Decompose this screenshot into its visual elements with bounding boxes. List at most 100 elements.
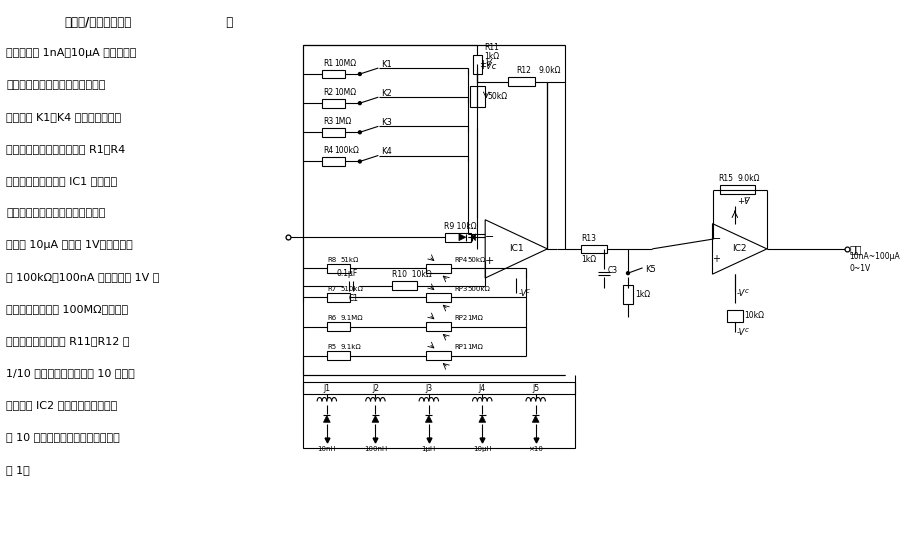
Bar [322,99,345,108]
Text: R2: R2 [323,88,333,97]
Text: R13: R13 [582,234,596,243]
Bar [473,55,482,74]
Polygon shape [372,416,379,422]
Text: +Vᴄ: +Vᴄ [479,62,496,71]
Text: 输出: 输出 [850,244,862,254]
Bar [322,128,345,137]
Text: 转换。响应频率随反馈电阵 R1～R4: 转换。响应频率随反馈电阵 R1～R4 [6,144,126,154]
Text: R11: R11 [484,44,499,52]
Bar [446,233,470,242]
Text: 1/10 分压器，把电压放大 10 倍。输: 1/10 分压器，把电压放大 10 倍。输 [6,368,135,378]
Text: 10MΩ: 10MΩ [334,88,357,97]
Text: 1MΩ: 1MΩ [334,117,352,126]
Text: R15: R15 [718,174,733,184]
Text: +V: +V [737,197,749,206]
Bar [322,157,345,166]
Bar [392,281,417,290]
Bar [426,322,451,331]
Text: J2: J2 [371,384,379,393]
Text: IC2: IC2 [732,244,747,253]
Text: 0.1μF: 0.1μF [336,269,358,278]
Text: +: + [485,256,494,266]
Text: 加前置放大器，并根据电流值用继: 加前置放大器，并根据电流值用继 [6,80,106,90]
Polygon shape [533,416,539,422]
Text: 9.0kΩ: 9.0kΩ [538,66,561,75]
Text: K3: K3 [381,118,392,127]
Bar [582,244,607,253]
Text: 压，反馈电阵应为 100MΩ。电路中: 压，反馈电阵应为 100MΩ。电路中 [6,304,129,314]
Text: ×10: ×10 [528,446,543,452]
Text: 9.0kΩ: 9.0kΩ [737,174,760,184]
Polygon shape [459,234,466,240]
Text: J3: J3 [425,384,432,393]
Circle shape [359,73,361,75]
Text: 而变。输入电流加在 IC1 的负输入: 而变。输入电流加在 IC1 的负输入 [6,176,118,186]
Text: 1MΩ: 1MΩ [467,344,484,350]
Text: R7: R7 [328,286,337,292]
Text: K4: K4 [381,147,392,156]
Text: 9.1kΩ: 9.1kΩ [341,344,361,350]
Bar [426,293,451,302]
Text: IC1: IC1 [509,244,524,253]
Text: R4: R4 [323,146,333,155]
Text: 为 100kΩ，100nA 电流转换为 1V 电: 为 100kΩ，100nA 电流转换为 1V 电 [6,272,159,282]
Text: 为 1。: 为 1。 [6,465,30,474]
Text: c: c [526,287,530,294]
Bar [327,264,350,273]
Bar [327,352,350,360]
Text: 51kΩ: 51kΩ [341,257,359,263]
Text: 微电流/电压转换电路: 微电流/电压转换电路 [64,16,131,28]
Bar [322,70,345,78]
Text: 10kΩ: 10kΩ [745,311,765,320]
Text: RP2: RP2 [454,315,467,321]
Text: 100kΩ: 100kΩ [334,146,360,155]
Text: c: c [745,196,748,202]
Text: 50kΩ: 50kΩ [487,92,507,101]
Circle shape [359,160,361,163]
Text: −: − [485,232,494,242]
Text: J1: J1 [323,384,331,393]
Text: 端，通过反馈电阵把电流转换为电: 端，通过反馈电阵把电流转换为电 [6,208,106,218]
Text: 100nH: 100nH [364,446,387,452]
Bar [327,293,350,302]
Text: 9.1MΩ: 9.1MΩ [341,315,363,321]
Text: C1: C1 [348,294,358,302]
Text: RP1: RP1 [454,344,467,350]
Text: 1kΩ: 1kΩ [484,52,499,61]
Circle shape [359,102,361,104]
Bar [426,264,451,273]
Bar [327,322,350,331]
Text: 1MΩ: 1MΩ [467,315,484,321]
Bar [623,285,633,304]
Text: 10MΩ: 10MΩ [334,59,357,68]
Text: 对: 对 [215,16,234,28]
Polygon shape [479,416,486,422]
Bar [728,310,743,322]
Bar [507,78,535,86]
Text: J4: J4 [478,384,486,393]
Circle shape [359,131,361,134]
Text: R10  10kΩ: R10 10kΩ [392,271,431,280]
Text: R12: R12 [516,66,531,75]
Text: 电器触点 K1－K4 对电流量程进行: 电器触点 K1－K4 对电流量程进行 [6,112,121,122]
Text: RP4: RP4 [454,257,467,263]
Text: 大 10 倍，但运用时尽量使放大倍数: 大 10 倍，但运用时尽量使放大倍数 [6,432,120,442]
Text: R9 10kΩ: R9 10kΩ [444,222,477,231]
Text: 输出电流为 1nA～10μA 的传感器需: 输出电流为 1nA～10μA 的传感器需 [6,48,137,58]
Text: 10nH: 10nH [317,446,336,452]
Text: 压。若 10μA 电换为 1V，反馈电阵: 压。若 10μA 电换为 1V，反馈电阵 [6,240,133,250]
Text: +: + [712,253,720,263]
Text: RP3: RP3 [454,286,467,292]
Text: c: c [487,60,491,66]
Text: 出放大器 IC2 作缓冲器，电压可放: 出放大器 IC2 作缓冲器，电压可放 [6,401,118,411]
Text: 50kΩ: 50kΩ [467,257,486,263]
Text: -V: -V [518,288,526,297]
Text: 10μH: 10μH [473,446,492,452]
Text: R3: R3 [323,117,333,126]
Text: -V: -V [737,288,745,297]
Text: c: c [745,328,748,333]
Text: −: − [712,234,721,244]
Text: c: c [745,287,748,294]
Text: 10nA~100μA: 10nA~100μA [850,252,901,261]
Text: R5: R5 [328,344,337,350]
